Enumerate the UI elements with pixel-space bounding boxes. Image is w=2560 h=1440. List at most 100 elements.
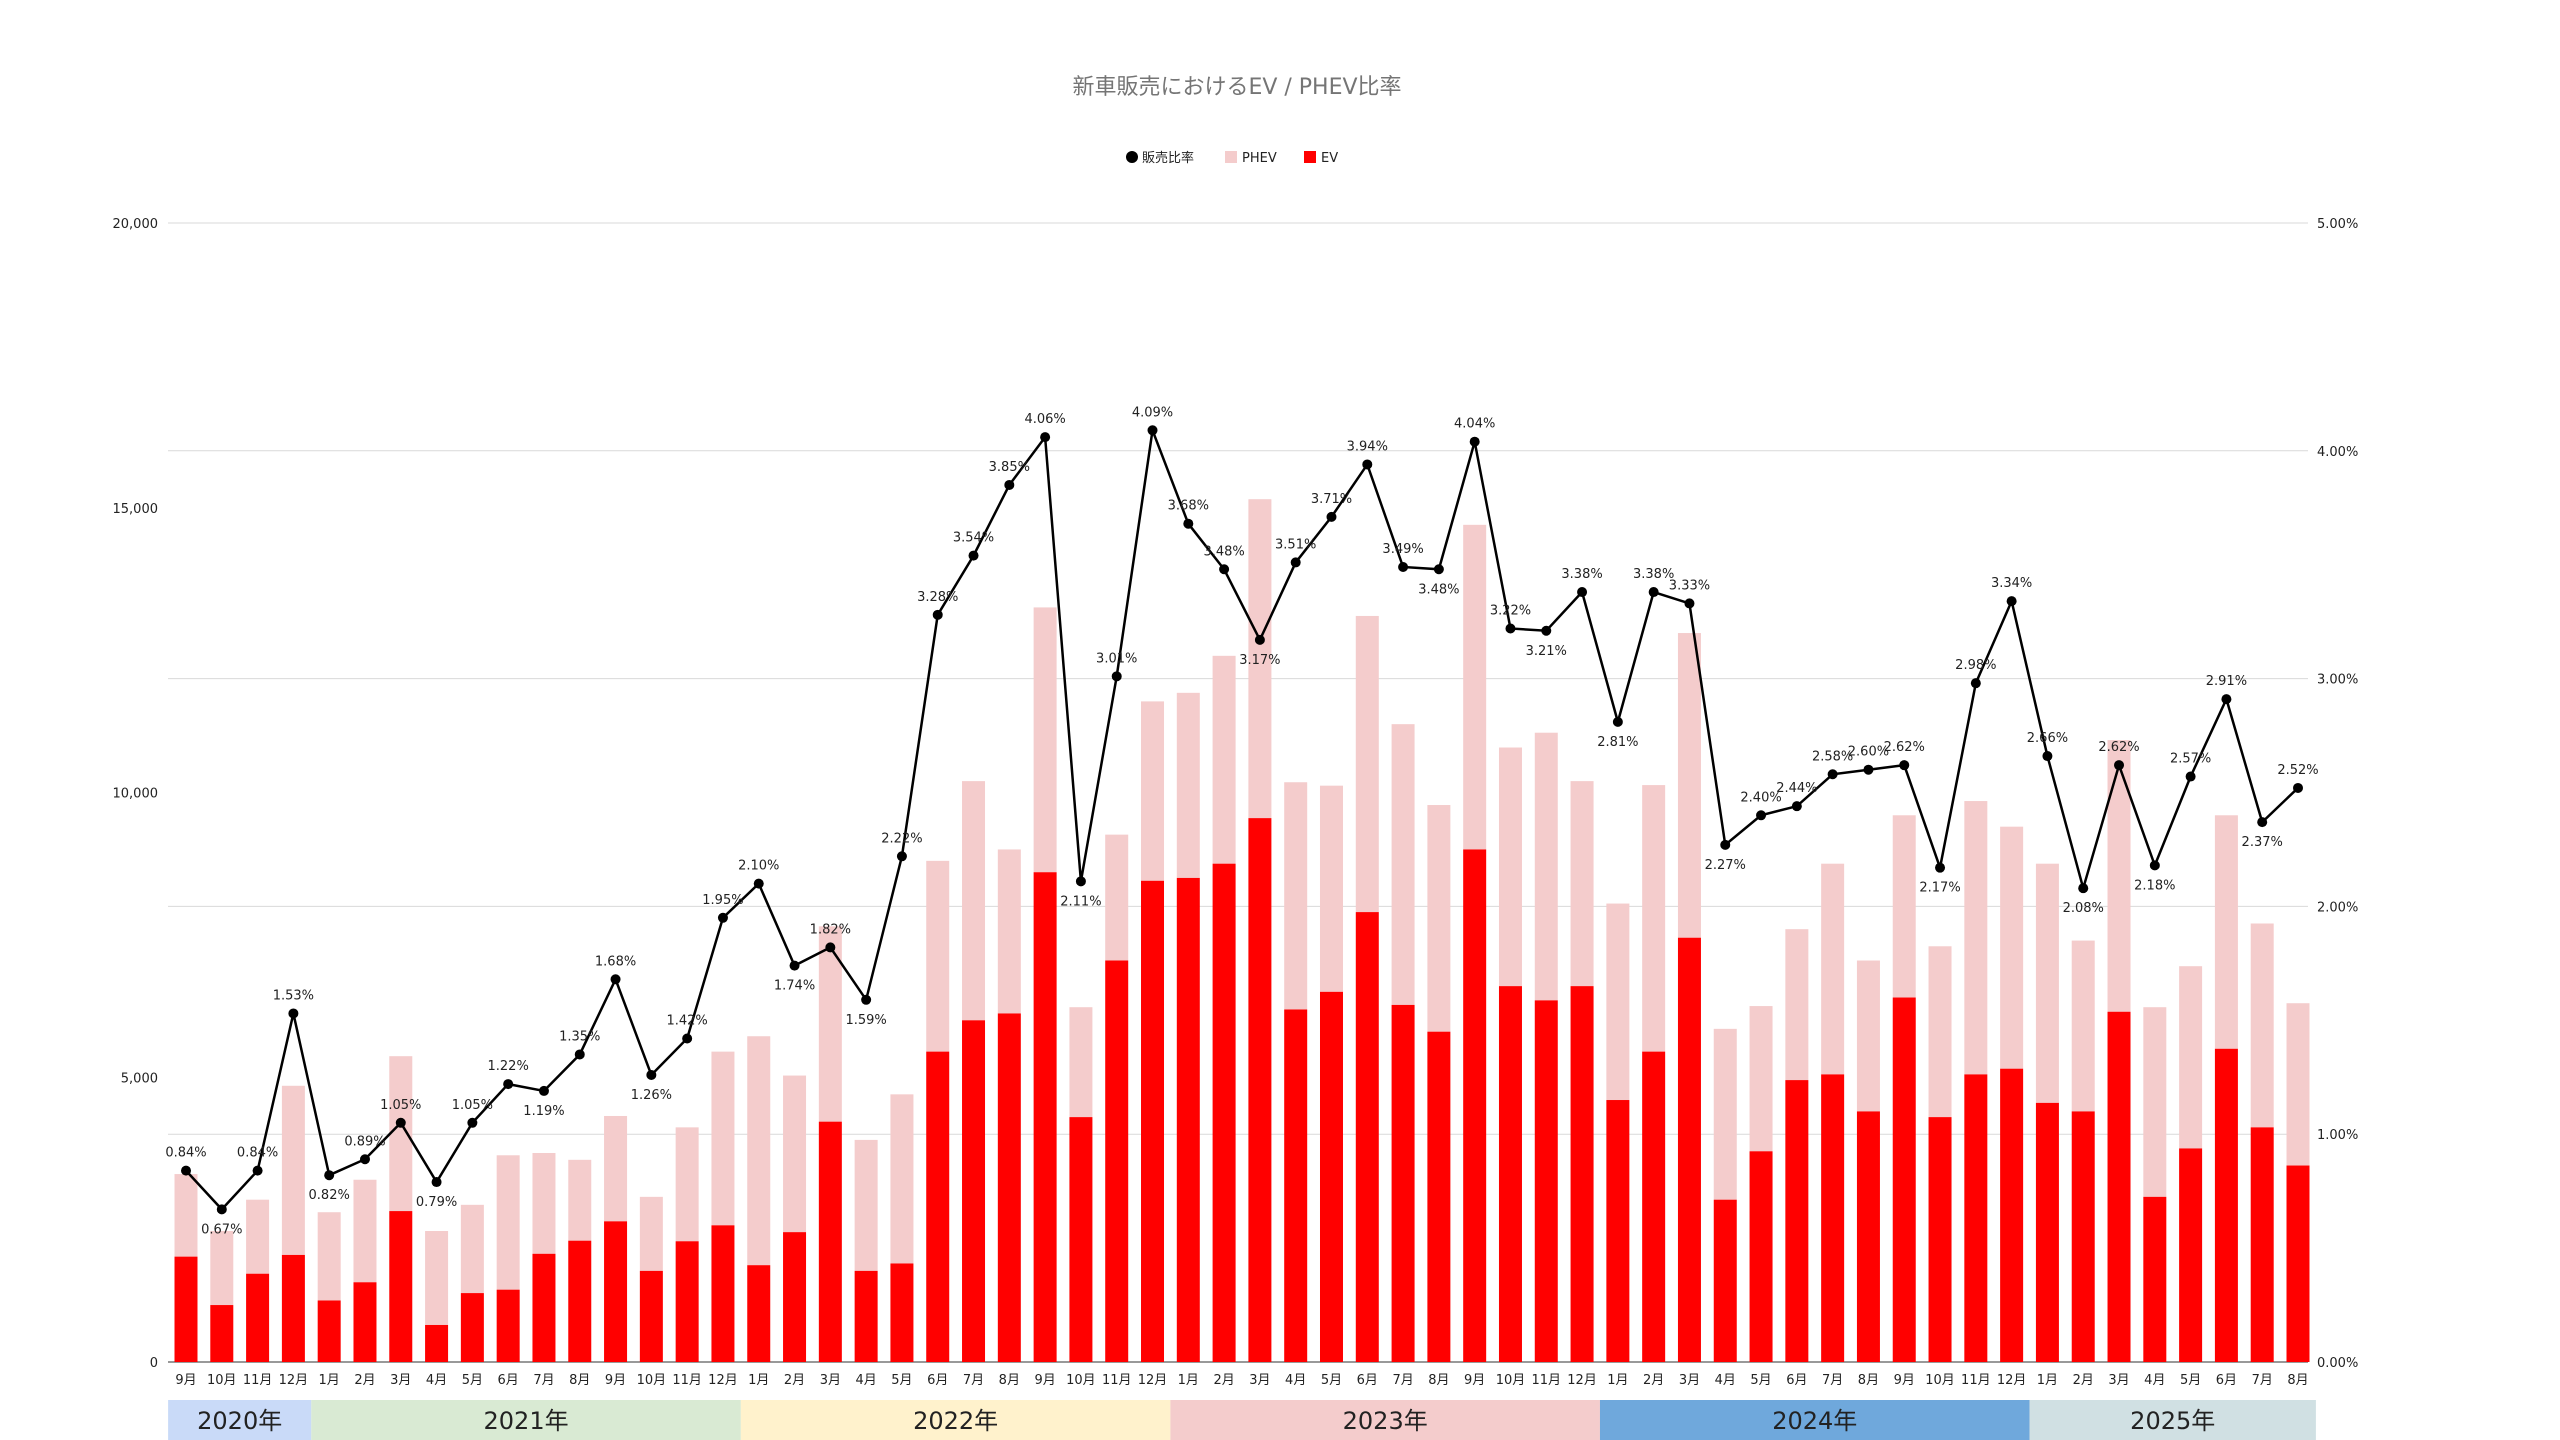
ev-bar: [2179, 1148, 2203, 1362]
share-point: [1004, 479, 1015, 490]
share-point: [1935, 862, 1946, 873]
share-data-label: 0.67%: [201, 1222, 242, 1237]
phev-bar: [1284, 782, 1308, 1010]
ev-bar: [246, 1273, 270, 1362]
share-data-label: 3.71%: [1311, 492, 1352, 507]
share-point: [1505, 623, 1516, 634]
share-data-label: 1.82%: [810, 922, 851, 937]
share-point: [1183, 518, 1194, 529]
year-band: [2029, 1400, 2316, 1440]
ev-bar: [854, 1270, 878, 1362]
year-label: 2022年: [913, 1407, 998, 1435]
share-point: [1863, 764, 1874, 775]
share-data-label: 0.84%: [165, 1146, 206, 1161]
phev-bar: [675, 1127, 699, 1242]
x-tick-label: 9月: [1034, 1373, 1055, 1388]
share-point: [789, 960, 800, 971]
ev-bar: [460, 1293, 484, 1362]
phev-bar: [926, 860, 950, 1052]
phev-bar: [2214, 815, 2238, 1049]
share-data-label: 3.34%: [1991, 576, 2032, 591]
ev-bar: [1821, 1074, 1845, 1362]
phev-bar: [1928, 946, 1952, 1118]
y-left-tick-label: 0: [150, 1356, 158, 1371]
phev-bar: [962, 781, 986, 1021]
share-point: [2185, 771, 2196, 782]
share-data-label: 2.37%: [2242, 835, 2283, 850]
y-left-tick-label: 5,000: [121, 1071, 158, 1086]
phev-bar: [1033, 607, 1057, 873]
share-data-label: 0.89%: [344, 1134, 385, 1149]
share-data-label: 2.91%: [2206, 674, 2247, 689]
share-data-label: 3.01%: [1096, 651, 1137, 666]
share-data-label: 3.85%: [989, 460, 1030, 475]
phev-bar: [2286, 1003, 2310, 1166]
ev-bar: [532, 1253, 556, 1362]
x-tick-label: 8月: [2287, 1373, 2308, 1388]
phev-bar: [317, 1212, 341, 1301]
ev-bar: [1391, 1004, 1415, 1362]
ev-bar: [1749, 1151, 1773, 1362]
x-tick-label: 8月: [569, 1373, 590, 1388]
ev-bar: [1105, 960, 1129, 1362]
x-tick-label: 11月: [1531, 1373, 1561, 1388]
x-tick-label: 1月: [2037, 1373, 2058, 1388]
share-data-label: 3.38%: [1561, 567, 1602, 582]
phev-bar: [1355, 615, 1379, 913]
share-data-label: 3.48%: [1203, 544, 1244, 559]
share-data-label: 3.54%: [953, 531, 994, 546]
legend-marker: [1225, 151, 1237, 163]
phev-bar: [2250, 923, 2274, 1128]
share-data-label: 2.17%: [1919, 881, 1960, 896]
phev-bar: [1964, 801, 1988, 1075]
x-tick-label: 4月: [1715, 1373, 1736, 1388]
x-tick-label: 6月: [1357, 1373, 1378, 1388]
phev-bar: [1785, 929, 1809, 1081]
ev-bar: [1570, 986, 1594, 1362]
x-tick-label: 5月: [1750, 1373, 1771, 1388]
share-point: [646, 1069, 657, 1080]
ev-bar: [1534, 1000, 1558, 1362]
year-label: 2020年: [197, 1407, 282, 1435]
y-right-tick-label: 4.00%: [2317, 445, 2358, 460]
phev-bar: [818, 926, 842, 1122]
share-data-label: 1.53%: [273, 988, 314, 1003]
share-point: [1827, 769, 1838, 780]
share-point: [753, 878, 764, 889]
share-point: [1541, 625, 1552, 636]
ev-bar: [783, 1232, 807, 1362]
legend-marker: [1304, 151, 1316, 163]
y-left-tick-label: 15,000: [113, 502, 159, 517]
x-tick-label: 1月: [1178, 1373, 1199, 1388]
share-data-label: 4.09%: [1132, 405, 1173, 420]
phev-bar: [2143, 1007, 2167, 1197]
x-tick-label: 8月: [1858, 1373, 1879, 1388]
ev-bar: [1463, 849, 1487, 1362]
share-data-label: 2.08%: [2063, 901, 2104, 916]
ev-bar: [890, 1263, 914, 1362]
x-tick-label: 4月: [1285, 1373, 1306, 1388]
share-point: [431, 1177, 442, 1188]
ev-bar: [711, 1225, 735, 1362]
share-data-label: 1.68%: [595, 954, 636, 969]
phev-bar: [1821, 863, 1845, 1075]
phev-bar: [2107, 740, 2131, 1012]
ev-bar: [317, 1300, 341, 1362]
x-tick-label: 12月: [279, 1373, 309, 1388]
phev-bar: [568, 1159, 592, 1241]
share-data-label: 1.05%: [380, 1098, 421, 1113]
phev-bar: [783, 1075, 807, 1233]
share-point: [574, 1049, 585, 1060]
share-point: [2257, 817, 2268, 828]
share-data-label: 2.22%: [881, 831, 922, 846]
ev-bar: [2250, 1127, 2274, 1362]
share-data-label: 2.52%: [2277, 763, 2318, 778]
x-tick-label: 1月: [319, 1373, 340, 1388]
x-tick-label: 6月: [498, 1373, 519, 1388]
share-point: [717, 912, 728, 923]
ev-bar: [675, 1241, 699, 1362]
phev-bar: [747, 1036, 771, 1266]
phev-bar: [1391, 724, 1415, 1005]
phev-bar: [1642, 785, 1666, 1052]
x-tick-label: 2月: [354, 1373, 375, 1388]
